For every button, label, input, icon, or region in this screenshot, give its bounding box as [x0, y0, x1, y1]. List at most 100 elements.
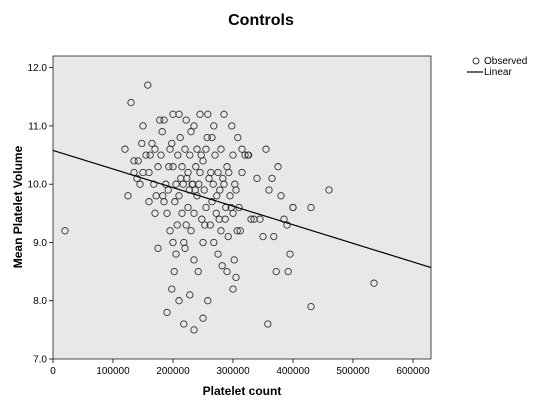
observed-point	[145, 168, 153, 177]
observed-point	[156, 116, 164, 124]
observed-point	[169, 163, 177, 171]
observed-point	[284, 267, 292, 276]
observed-point	[268, 174, 276, 183]
y-tick-label: 7.0	[33, 355, 47, 366]
observed-point	[226, 192, 234, 200]
observed-point	[175, 110, 183, 118]
observed-point	[274, 163, 282, 171]
observed-point	[197, 151, 205, 159]
observed-point	[121, 145, 129, 153]
observed-point	[165, 163, 173, 171]
observed-point	[154, 163, 162, 171]
observed-point	[270, 232, 278, 241]
y-tick-label: 10.0	[28, 180, 48, 191]
observed-point	[196, 168, 204, 177]
observed-point	[212, 209, 220, 217]
observed-point	[172, 250, 180, 258]
observed-point	[209, 180, 217, 188]
observed-point	[232, 273, 240, 282]
observed-point	[138, 139, 146, 148]
observed-point	[190, 256, 198, 264]
observed-point	[142, 151, 150, 159]
observed-point	[186, 291, 194, 299]
observed-point	[198, 215, 206, 223]
y-tick-label: 12.0	[28, 63, 48, 74]
observed-point	[223, 267, 231, 276]
observed-point	[256, 215, 264, 223]
observed-point	[187, 227, 195, 235]
observed-point	[133, 174, 141, 183]
observed-point	[196, 110, 204, 118]
observed-point	[213, 192, 221, 200]
observed-point	[210, 238, 218, 247]
observed-point	[176, 133, 184, 142]
observed-point	[231, 180, 239, 188]
observed-point	[289, 203, 297, 212]
observed-point	[228, 122, 236, 130]
observed-point	[202, 203, 210, 212]
observed-point	[370, 279, 378, 287]
observed-point	[151, 209, 159, 217]
x-tick-label: 600000	[396, 366, 430, 377]
observed-point	[144, 81, 152, 89]
observed-point	[193, 145, 201, 153]
observed-point	[247, 215, 255, 223]
observed-point	[139, 122, 147, 130]
observed-point	[148, 139, 156, 148]
observed-point	[202, 145, 210, 153]
observed-point	[180, 320, 188, 328]
x-axis: 0 100000 200000 300000 400000 500000 600000	[50, 359, 430, 377]
observed-point	[175, 192, 183, 200]
chart-title: Controls	[228, 12, 294, 29]
observed-point	[181, 244, 189, 252]
observed-point	[145, 198, 153, 206]
x-tick-label: 500000	[336, 366, 370, 377]
x-axis-title: Platelet count	[203, 384, 282, 398]
observed-point	[183, 174, 191, 183]
observed-points	[61, 81, 378, 334]
observed-point	[325, 186, 333, 194]
observed-point	[217, 227, 225, 235]
observed-point	[286, 250, 294, 258]
observed-point	[171, 198, 179, 206]
y-tick-label: 8.0	[33, 296, 47, 307]
observed-point	[204, 297, 212, 305]
observed-point	[151, 145, 159, 153]
observed-point	[172, 180, 180, 188]
observed-point	[283, 221, 291, 229]
x-tick-label: 0	[50, 366, 56, 377]
observed-point	[221, 215, 229, 223]
observed-point	[264, 320, 272, 328]
observed-point	[190, 122, 198, 130]
observed-point	[194, 267, 202, 276]
observed-point	[164, 186, 172, 194]
y-tick-label: 11.0	[28, 121, 47, 132]
observed-point	[216, 186, 224, 194]
observed-point	[178, 163, 186, 171]
linear-fit-line	[52, 149, 432, 269]
observed-point	[154, 244, 162, 252]
observed-point	[190, 209, 198, 217]
observed-point	[307, 302, 315, 311]
observed-point	[178, 209, 186, 217]
observed-point	[214, 250, 222, 258]
observed-point	[159, 192, 167, 200]
observed-point	[218, 262, 226, 270]
x-tick-label: 100000	[96, 366, 130, 377]
x-tick-label: 400000	[276, 366, 310, 377]
observed-point	[199, 238, 207, 247]
observed-point	[184, 203, 192, 212]
observed-point	[219, 174, 227, 183]
observed-point	[238, 145, 246, 153]
observed-point	[204, 110, 212, 118]
legend-observed-label: Observed	[484, 56, 527, 67]
observed-point	[181, 145, 189, 153]
observed-point	[175, 297, 183, 305]
x-tick-label: 200000	[156, 366, 190, 377]
observed-point	[158, 128, 166, 136]
observed-point	[211, 151, 219, 159]
legend: Observed Linear	[467, 56, 527, 78]
observed-point	[207, 168, 215, 177]
observed-point	[163, 308, 171, 317]
observed-point	[134, 157, 142, 165]
